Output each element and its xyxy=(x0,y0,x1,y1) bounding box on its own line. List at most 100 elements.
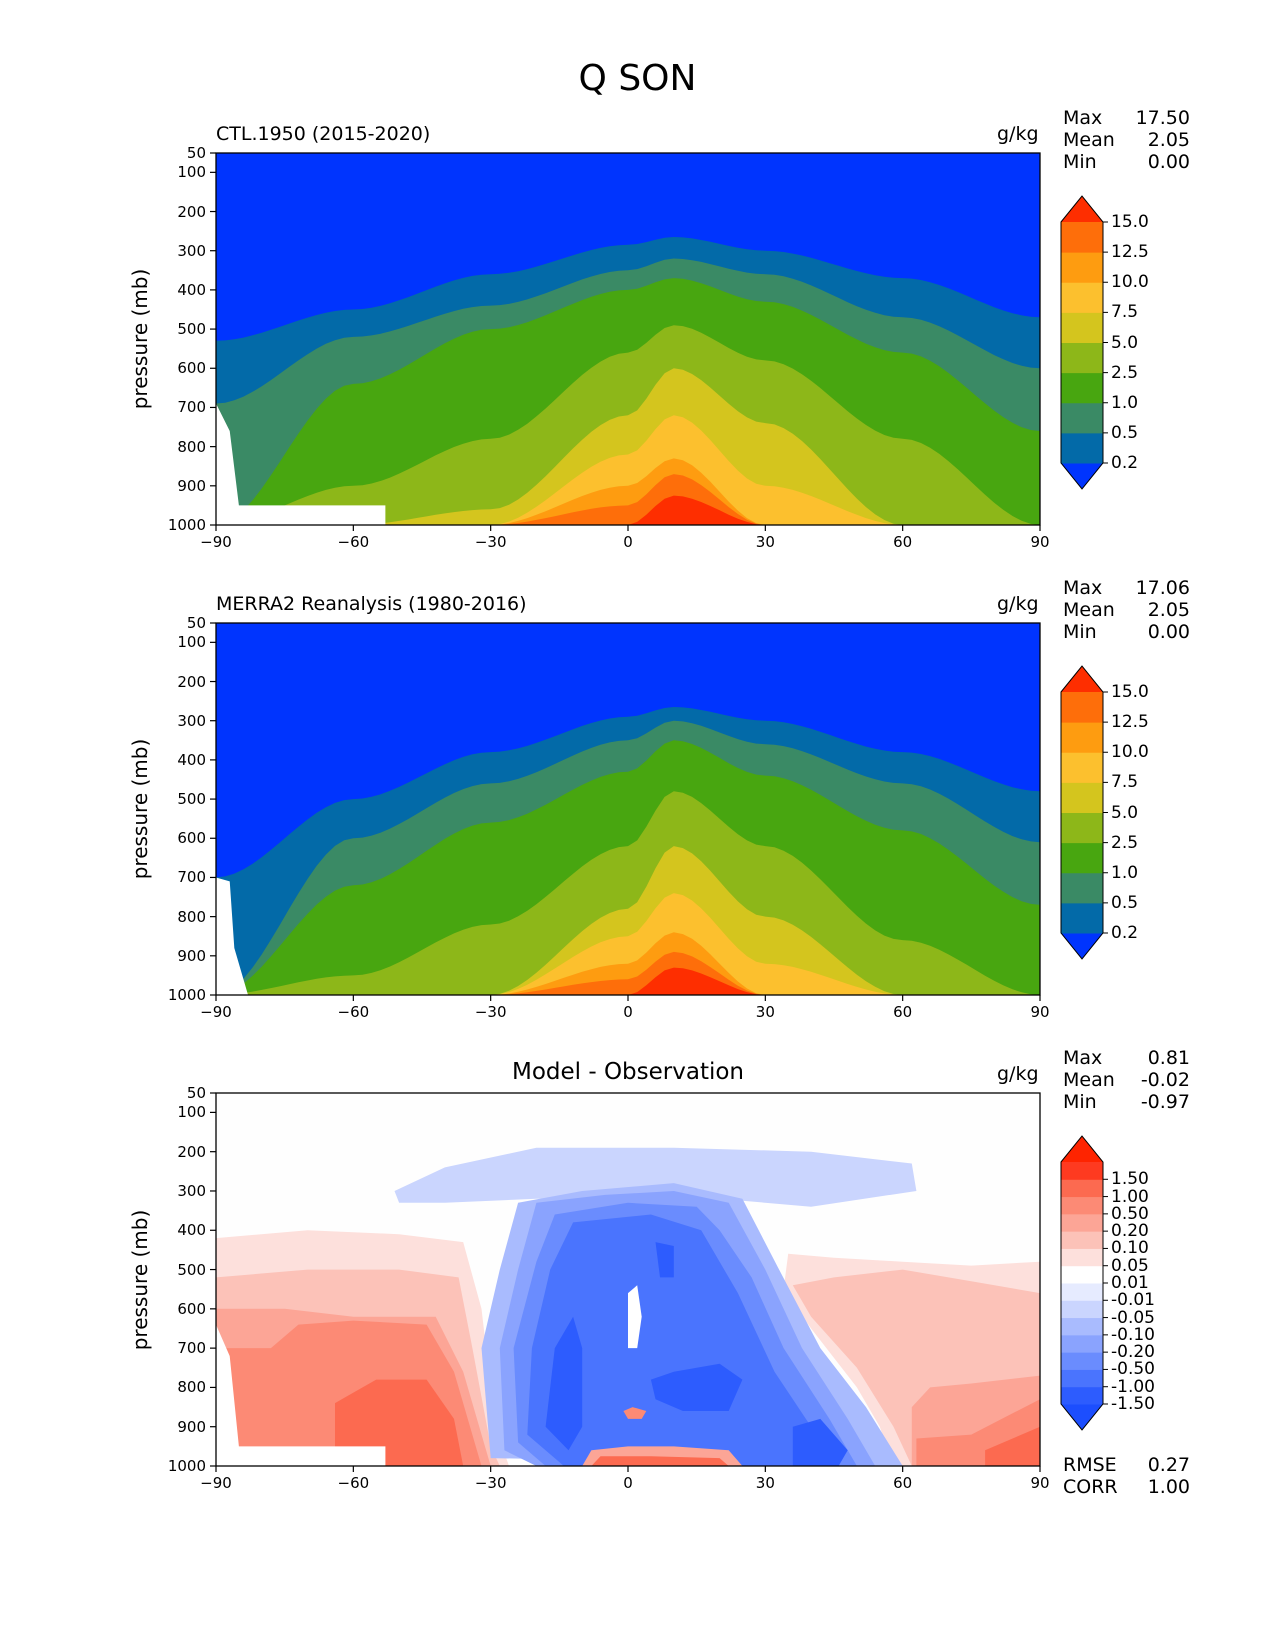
colorbar-tick-label: 15.0 xyxy=(1111,682,1149,702)
colorbar-swatch xyxy=(1061,1196,1103,1215)
y-tick-label: 900 xyxy=(177,946,206,965)
colorbar-tick-label: 0.50 xyxy=(1111,1203,1149,1224)
y-tick-label: 500 xyxy=(177,1260,206,1279)
stat-label: Min xyxy=(1063,621,1097,643)
colorbar-tick-label: 0.01 xyxy=(1111,1273,1149,1293)
contour-band xyxy=(216,415,1040,525)
stat-value: -0.97 xyxy=(1140,1091,1190,1113)
stat-value: 0.81 xyxy=(1147,1047,1190,1069)
colorbar-tick-label: 7.5 xyxy=(1111,772,1139,793)
y-tick-label: 400 xyxy=(177,280,206,299)
stat-label: Max xyxy=(1063,577,1103,599)
colorbar-swatch xyxy=(1061,842,1103,874)
y-tick-label: 600 xyxy=(177,359,206,378)
y-tick-label: 100 xyxy=(177,633,206,652)
panel-title: CTL.1950 (2015-2020) xyxy=(216,123,431,145)
stat-label: RMSE xyxy=(1063,1454,1117,1476)
x-tick-label: 30 xyxy=(755,1474,775,1492)
y-axis-label: pressure (mb) xyxy=(128,738,152,880)
x-tick-label: 60 xyxy=(893,533,913,551)
colorbar-swatch xyxy=(1061,1386,1103,1405)
colorbar-tick-label: -0.50 xyxy=(1111,1359,1155,1380)
colorbar-tick-label: 0.05 xyxy=(1111,1255,1149,1276)
colorbar-tick-label: 0.20 xyxy=(1111,1221,1149,1242)
y-axis-label: pressure (mb) xyxy=(128,1209,152,1350)
colorbar-swatch xyxy=(1061,722,1103,753)
colorbar-tick-label: 15.0 xyxy=(1111,212,1149,232)
contour-band xyxy=(655,1242,674,1278)
contour-band xyxy=(545,1316,583,1451)
colorbar-extend-min xyxy=(1061,463,1103,489)
y-tick-label: 300 xyxy=(177,1181,206,1200)
panel-title: MERRA2 Reanalysis (1980-2016) xyxy=(216,593,527,615)
contour-band xyxy=(216,893,1040,995)
y-tick-label: 50 xyxy=(186,614,206,632)
y-tick-label: 900 xyxy=(177,476,206,495)
colorbar-tick-label: 1.00 xyxy=(1111,1186,1149,1207)
x-tick-label: −90 xyxy=(200,533,232,551)
y-tick-label: 600 xyxy=(177,829,206,848)
y-tick-label: 200 xyxy=(177,1142,206,1161)
colorbar-swatch xyxy=(1061,312,1103,343)
contour-band xyxy=(591,1456,729,1466)
contour-band xyxy=(216,368,1040,525)
colorbar-swatch xyxy=(1061,222,1103,253)
x-tick-label: −60 xyxy=(337,1003,370,1021)
colorbar-swatch xyxy=(1061,1369,1103,1388)
x-tick-label: −30 xyxy=(474,533,507,551)
colorbar-tick-label: -1.50 xyxy=(1111,1394,1155,1414)
colorbar-1 xyxy=(1060,665,1108,960)
y-tick-label: 1000 xyxy=(167,516,206,534)
y-tick-label: 400 xyxy=(177,1221,206,1240)
colorbar-tick-label: -0.20 xyxy=(1111,1342,1155,1363)
stat-label: Min xyxy=(1063,1091,1097,1113)
x-tick-label: −90 xyxy=(200,1474,232,1492)
contour-band xyxy=(216,791,1040,995)
stat-label: Mean xyxy=(1063,1069,1115,1091)
contour-field-1 xyxy=(216,623,1040,995)
contour-band xyxy=(628,1285,642,1349)
colorbar-tick-label: 1.50 xyxy=(1111,1169,1149,1190)
colorbar-tick-label: 0.2 xyxy=(1111,453,1139,473)
units-label: g/kg xyxy=(997,123,1039,145)
colorbar-swatch xyxy=(1061,252,1103,283)
y-tick-label: 400 xyxy=(177,750,206,769)
contour-field-2 xyxy=(216,1093,1040,1466)
colorbar-tick-label: 2.5 xyxy=(1111,832,1139,853)
colorbar-swatch xyxy=(1061,1317,1103,1336)
stat-value: -0.02 xyxy=(1140,1069,1190,1091)
colorbar-tick-label: 12.5 xyxy=(1111,242,1149,263)
y-tick-label: 200 xyxy=(177,672,206,691)
stat-label: Mean xyxy=(1063,599,1115,621)
colorbar-extend-min xyxy=(1061,933,1103,959)
stat-value: 0.00 xyxy=(1147,151,1190,173)
stat-value: 2.05 xyxy=(1147,599,1190,621)
colorbar-tick-label: 10.0 xyxy=(1111,742,1149,763)
y-tick-label: 100 xyxy=(177,1103,206,1122)
colorbar-tick-label: 0.5 xyxy=(1111,422,1139,443)
colorbar-tick-label: 0.10 xyxy=(1111,1238,1149,1259)
colorbar-swatch xyxy=(1061,402,1103,434)
y-tick-label: 500 xyxy=(177,320,206,339)
y-tick-label: 1000 xyxy=(167,986,206,1004)
colorbar-swatch xyxy=(1061,1352,1103,1370)
colorbar-0 xyxy=(1060,195,1108,490)
stat-value: 0.27 xyxy=(1147,1454,1190,1476)
y-tick-label: 900 xyxy=(177,1417,206,1436)
colorbar-tick-label: -0.05 xyxy=(1111,1307,1155,1328)
colorbar-tick-label: 1.0 xyxy=(1111,392,1139,413)
contour-band xyxy=(792,1418,848,1466)
x-tick-label: 60 xyxy=(893,1474,913,1492)
y-tick-label: 800 xyxy=(177,907,206,926)
missing-data-mask xyxy=(216,403,386,525)
colorbar-tick-label: 12.5 xyxy=(1111,712,1149,733)
x-tick-label: 0 xyxy=(623,533,633,551)
colorbar-swatch xyxy=(1061,782,1103,813)
colorbar-tick-label: -0.10 xyxy=(1111,1324,1155,1345)
x-tick-label: 90 xyxy=(1030,533,1050,551)
x-tick-label: −30 xyxy=(474,1003,507,1021)
colorbar-extend-min xyxy=(1061,1404,1103,1430)
x-tick-label: 90 xyxy=(1030,1474,1050,1492)
contour-band xyxy=(985,1426,1040,1466)
